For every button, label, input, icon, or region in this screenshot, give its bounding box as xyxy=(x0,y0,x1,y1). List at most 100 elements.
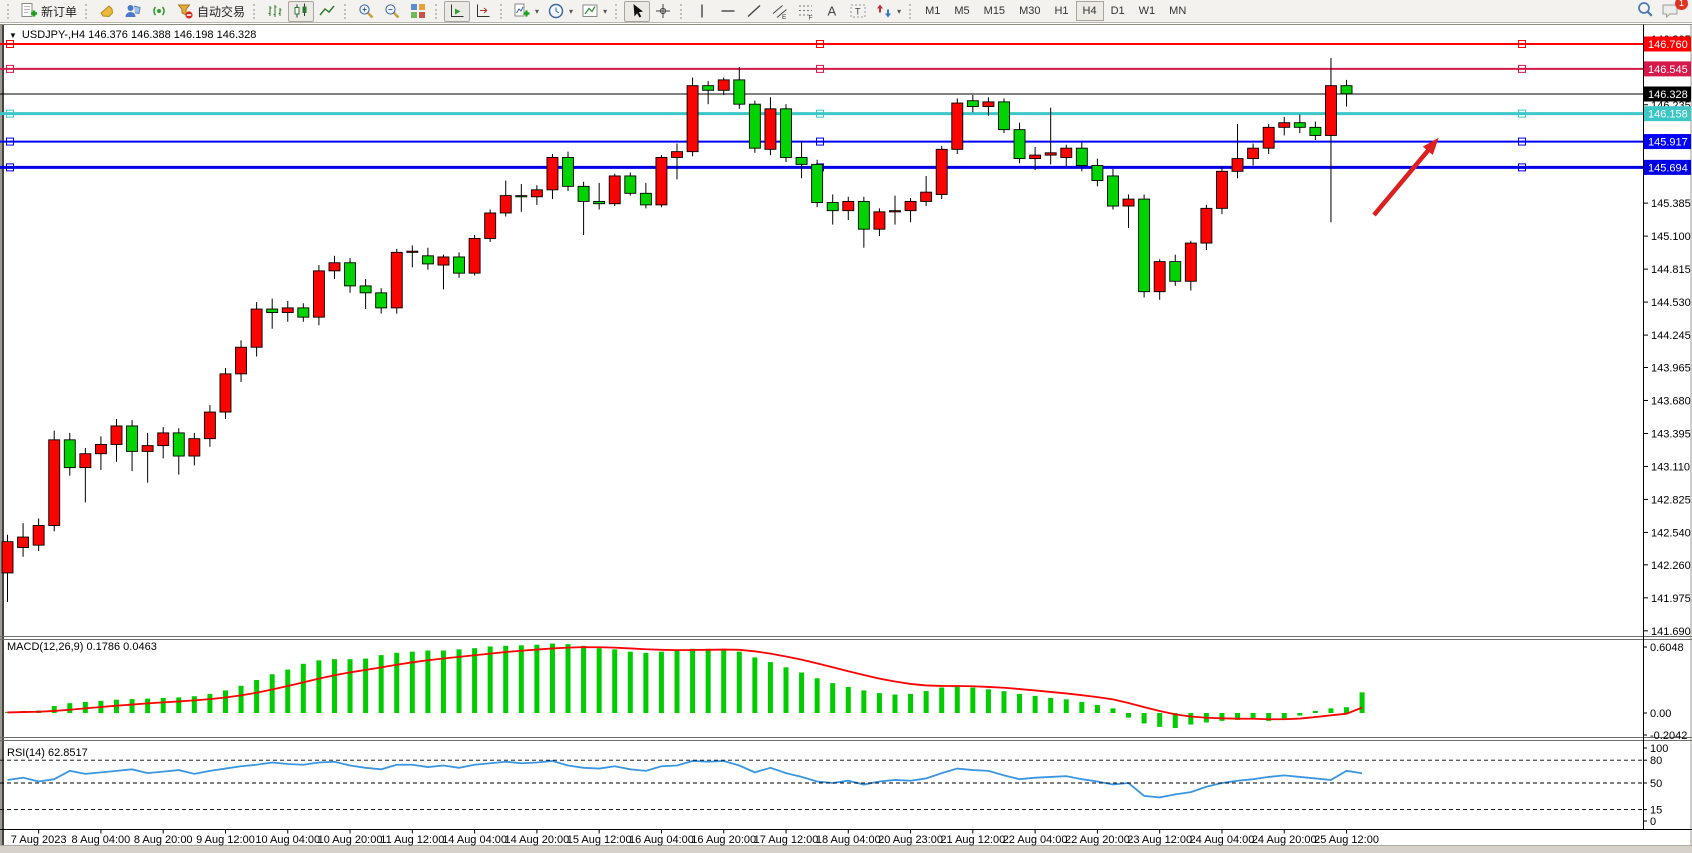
timeframe-M15[interactable]: M15 xyxy=(983,5,1006,17)
candle-body xyxy=(266,308,279,313)
timeframe-M5[interactable]: M5 xyxy=(954,5,970,17)
timeframe-MN[interactable]: MN xyxy=(1169,5,1187,17)
horizontal-line-tool-button[interactable] xyxy=(715,1,741,22)
line-chart-mode-button[interactable] xyxy=(314,1,340,22)
time-tick-label: 14 Aug 20:00 xyxy=(504,834,569,846)
macd-histogram-bar xyxy=(1359,692,1365,713)
time-tick-label: 10 Aug 20:00 xyxy=(318,834,383,846)
equidistant-channel-tool-button[interactable]: E xyxy=(767,1,793,22)
candle-body xyxy=(172,432,185,457)
bar-chart-mode-button[interactable] xyxy=(262,1,288,22)
candle-body xyxy=(577,185,590,202)
candle-body xyxy=(873,211,886,230)
macd-histogram-bar xyxy=(269,674,275,713)
macd-histogram-bar xyxy=(830,683,836,713)
community-button[interactable] xyxy=(120,1,146,22)
price-tick-label: 143.680 xyxy=(1651,395,1691,407)
metaeditor-button[interactable] xyxy=(94,1,120,22)
metaeditor-icon xyxy=(98,2,116,20)
macd-histogram-bar xyxy=(1141,713,1147,724)
periods-clock-icon xyxy=(547,2,565,20)
macd-indicator-label: MACD(12,26,9) 0.1786 0.0463 xyxy=(7,641,157,653)
new-order-button[interactable]: 新订单 xyxy=(16,1,81,22)
main-toolbar: 新订单 自动交易 ▾ ▾ ▾ E F A T ▾ M1 M5 M15 M30 H1 H4 D… xyxy=(0,0,1692,23)
text-label-tool-button[interactable]: T xyxy=(845,1,871,22)
price-tick-label: 142.825 xyxy=(1651,494,1691,506)
macd-histogram-bar xyxy=(736,651,742,713)
candle-body xyxy=(1060,147,1073,158)
macd-histogram-bar xyxy=(145,698,151,713)
cursor-tool-button[interactable] xyxy=(624,0,651,22)
macd-histogram-bar xyxy=(300,663,306,713)
macd-histogram-bar xyxy=(534,644,540,713)
macd-histogram-bar xyxy=(596,648,602,713)
macd-histogram-bar xyxy=(799,672,805,713)
candle-body xyxy=(515,195,528,198)
signals-button[interactable] xyxy=(146,1,172,22)
auto-scroll-button[interactable] xyxy=(444,0,471,22)
macd-histogram-bar xyxy=(985,689,991,713)
macd-histogram-bar xyxy=(752,657,758,713)
time-tick-label: 21 Aug 12:00 xyxy=(940,834,1005,846)
trendline-tool-button[interactable] xyxy=(741,1,767,22)
macd-histogram-bar xyxy=(767,662,773,713)
vertical-line-icon xyxy=(693,2,711,20)
indicators-button[interactable]: ▾ xyxy=(509,1,543,22)
candle-body xyxy=(375,292,388,309)
zoom-out-button[interactable] xyxy=(379,1,405,22)
price-badge-145.917 xyxy=(1644,134,1691,150)
time-tick-label: 24 Aug 20:00 xyxy=(1252,834,1317,846)
macd-histogram-bar xyxy=(440,650,446,713)
text-tool-button[interactable]: A xyxy=(819,1,845,22)
timeframe-M1[interactable]: M1 xyxy=(925,5,941,17)
tile-windows-button[interactable] xyxy=(405,1,431,22)
candlestick-mode-button[interactable] xyxy=(288,0,315,22)
chart-title-bar[interactable]: ▼ USDJPY-,H4 146.376 146.388 146.198 146… xyxy=(9,29,256,41)
notifications-button[interactable]: 1 xyxy=(1661,0,1688,22)
price-tick-label: 144.815 xyxy=(1651,264,1691,276)
candle-body xyxy=(998,101,1010,131)
timeframe-M30[interactable]: M30 xyxy=(1019,5,1041,17)
search-icon[interactable] xyxy=(1636,0,1655,22)
trend-arrow-head[interactable] xyxy=(1422,137,1439,156)
macd-histogram-bar xyxy=(316,660,322,713)
zoom-in-button[interactable] xyxy=(353,1,379,22)
svg-text:E: E xyxy=(782,14,787,20)
macd-histogram-bar xyxy=(892,694,898,713)
chart-shift-button[interactable] xyxy=(470,1,496,22)
macd-histogram-bar xyxy=(129,699,135,713)
timeframe-D1[interactable]: D1 xyxy=(1110,5,1125,17)
templates-button[interactable]: ▾ xyxy=(577,1,611,22)
candle-body xyxy=(1184,242,1197,282)
vertical-line-tool-button[interactable] xyxy=(689,1,715,22)
macd-histogram-bar xyxy=(1235,713,1241,720)
trend-arrow-shaft[interactable] xyxy=(1372,148,1431,217)
price-tick-label: 145.385 xyxy=(1651,198,1691,210)
candle-body xyxy=(1216,170,1228,209)
macd-histogram-bar xyxy=(1094,704,1100,713)
candle-body xyxy=(1029,154,1042,160)
time-tick-label: 22 Aug 20:00 xyxy=(1065,834,1130,846)
macd-histogram-bar xyxy=(285,669,291,713)
arrows-tool-button[interactable]: ▾ xyxy=(871,1,905,22)
candle-body xyxy=(421,255,434,265)
periods-button[interactable]: ▾ xyxy=(543,1,577,22)
candle-body xyxy=(671,151,683,158)
candle-body xyxy=(1247,147,1260,160)
price-badge-text: 146.545 xyxy=(1648,64,1688,76)
line-chart-icon xyxy=(318,2,336,20)
candle-body xyxy=(546,156,559,191)
timeframe-H4[interactable]: H4 xyxy=(1075,1,1104,21)
candle-body xyxy=(110,425,123,445)
crosshair-tool-button[interactable] xyxy=(650,1,676,22)
candle-body xyxy=(468,237,481,274)
macd-histogram-bar xyxy=(1017,693,1023,713)
timeframe-H1[interactable]: H1 xyxy=(1054,5,1069,17)
timeframe-W1[interactable]: W1 xyxy=(1138,5,1156,17)
status-bar xyxy=(0,845,1692,853)
price-tick-label: 142.260 xyxy=(1651,560,1691,572)
autotrading-button[interactable]: 自动交易 xyxy=(172,1,249,22)
time-tick-label: 16 Aug 20:00 xyxy=(691,834,756,846)
fibonacci-tool-button[interactable]: F xyxy=(793,1,819,22)
